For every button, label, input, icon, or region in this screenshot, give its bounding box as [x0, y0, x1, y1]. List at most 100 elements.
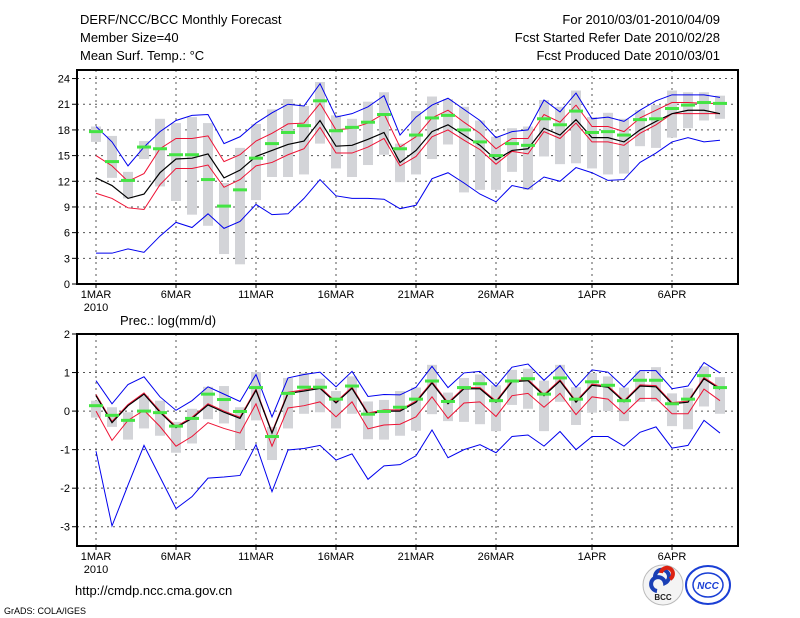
member-size: Member Size=40 [80, 30, 179, 45]
median-marker [169, 424, 183, 428]
range-bar [331, 115, 341, 169]
range-bar [395, 391, 405, 436]
median-marker [617, 133, 631, 137]
median-marker [185, 416, 199, 420]
range-bar [587, 372, 597, 413]
median-marker [297, 385, 311, 389]
y-tick-label: -3 [60, 522, 70, 534]
median-marker [697, 101, 711, 105]
median-marker [617, 399, 631, 403]
range-bar [315, 81, 325, 144]
variable-label: Mean Surf. Temp.: °C [80, 48, 204, 63]
band-upper-line [95, 376, 721, 434]
median-marker [633, 378, 647, 382]
median-marker [537, 392, 551, 396]
range-bar [603, 376, 613, 412]
band-upper-line [95, 102, 720, 182]
median-marker [457, 386, 471, 390]
median-marker [585, 130, 599, 134]
median-marker [665, 107, 679, 111]
y-tick-label: 12 [58, 176, 70, 188]
median-marker [329, 129, 343, 133]
y-tick-label: 1 [64, 368, 70, 380]
median-marker [233, 188, 247, 192]
range-bar [667, 393, 677, 427]
range-bar [283, 377, 293, 429]
range-bar [587, 117, 597, 169]
median-marker [313, 385, 327, 389]
ensemble-mean-line [95, 377, 721, 435]
x-tick-label: 16MAR [318, 551, 355, 563]
y-tick-label: 3 [64, 253, 70, 265]
range-bar [427, 364, 437, 415]
range-bar [107, 135, 117, 178]
x-tick-label: 21MAR [398, 551, 435, 563]
range-bar [651, 105, 661, 148]
median-marker [457, 128, 471, 132]
range-bar [251, 372, 261, 421]
produced-date: Fcst Produced Date 2010/03/01 [536, 48, 720, 63]
x-tick-label: 1APR [578, 289, 607, 301]
range-bar [459, 377, 469, 422]
range-bar [107, 407, 117, 427]
median-marker [89, 404, 103, 408]
range-bar [187, 408, 197, 444]
website-url[interactable]: http://cmdp.ncc.cma.gov.cn [75, 583, 232, 598]
range-bar [443, 99, 453, 145]
median-marker [441, 113, 455, 117]
range-bar [123, 171, 133, 199]
median-marker [265, 142, 279, 146]
median-marker [105, 160, 119, 164]
range-bar [155, 400, 165, 436]
median-marker [537, 117, 551, 121]
median-marker [649, 117, 663, 121]
range-bar [539, 380, 549, 432]
range-bar [427, 96, 437, 160]
median-marker [473, 382, 487, 386]
median-marker [425, 116, 439, 120]
max-line [95, 361, 721, 419]
range-bar [603, 112, 613, 175]
svg-text:NCC: NCC [697, 581, 719, 592]
range-bar [155, 118, 165, 187]
median-marker [345, 125, 359, 129]
median-marker [121, 418, 135, 422]
median-marker [521, 377, 535, 381]
range-bar [379, 92, 389, 155]
range-bar [411, 111, 421, 175]
range-bar [331, 391, 341, 429]
median-marker [153, 147, 167, 151]
range-bar [475, 120, 485, 190]
range-bar [363, 401, 373, 440]
median-marker [681, 103, 695, 107]
median-marker [489, 399, 503, 403]
range-bar [571, 387, 581, 425]
median-marker [89, 130, 103, 134]
median-marker [137, 409, 151, 413]
range-bar [219, 386, 229, 424]
median-marker [201, 178, 215, 182]
median-marker [265, 435, 279, 439]
median-marker [505, 379, 519, 383]
range-bar [443, 392, 453, 422]
range-bar [123, 412, 133, 440]
x-tick-label: 6APR [658, 289, 687, 301]
y-tick-label: 24 [58, 74, 70, 86]
median-marker [137, 145, 151, 149]
median-marker [569, 397, 583, 401]
ncc-logo: NCC [685, 565, 731, 605]
median-marker [569, 109, 583, 113]
range-bar [235, 407, 245, 451]
range-bar [315, 378, 325, 413]
range-bar [91, 126, 101, 142]
range-bar [699, 366, 709, 407]
range-bar [651, 367, 661, 402]
y-tick-label: 2 [64, 329, 70, 341]
median-marker [681, 397, 695, 401]
range-bar [523, 126, 533, 190]
svg-text:BCC: BCC [654, 593, 672, 602]
x-tick-label: 6MAR [161, 551, 192, 563]
figure-title: DERF/NCC/BCC Monthly Forecast [80, 12, 282, 27]
ensemble-mean-line [95, 109, 721, 200]
median-marker [585, 380, 599, 384]
